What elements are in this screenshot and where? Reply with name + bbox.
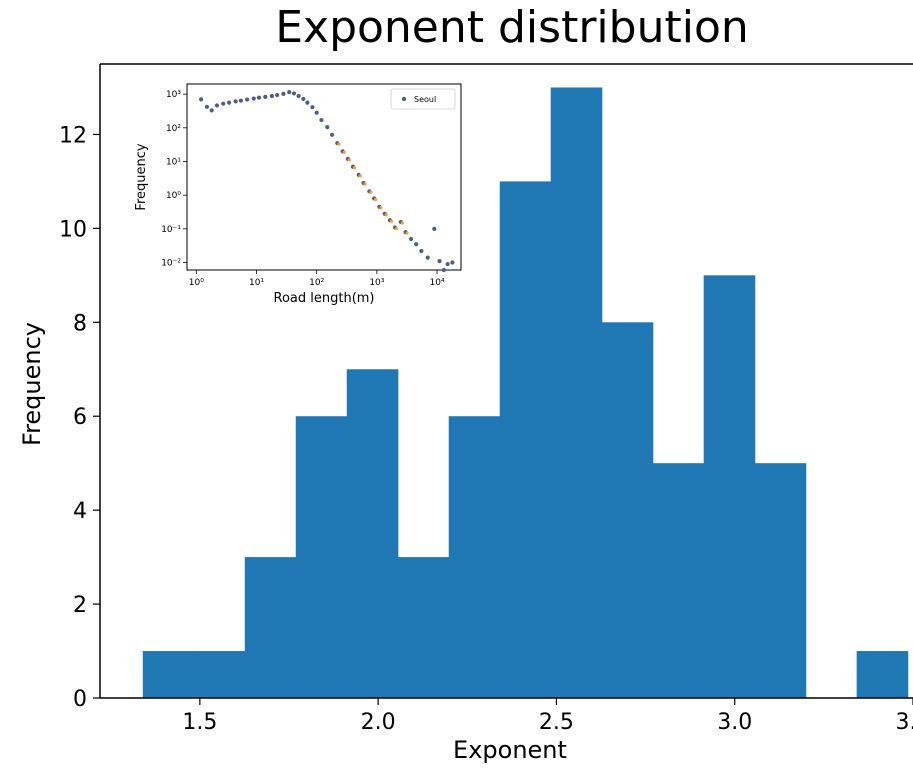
- inset-data-point: [414, 242, 419, 247]
- inset-frame: [186, 83, 462, 271]
- x-tick-label: 2.0: [361, 710, 396, 735]
- inset-data-point: [450, 260, 455, 265]
- y-tick-label: 6: [73, 405, 87, 430]
- inset-legend: Seoul: [390, 88, 456, 110]
- inset-data-point: [226, 100, 232, 105]
- histogram-bar: [346, 369, 399, 698]
- histogram-bar: [652, 463, 705, 698]
- inset-data-point: [325, 125, 330, 130]
- inset-fit-point: [342, 150, 346, 154]
- inset-data-point: [425, 255, 430, 260]
- histogram-bar: [856, 651, 909, 698]
- y-tick-label: 12: [59, 123, 87, 148]
- inset-fit-point: [389, 219, 394, 223]
- inset-data-point: [437, 259, 442, 264]
- inset-data-point: [238, 98, 243, 103]
- inset-y-tick-label: 10⁻¹: [161, 225, 181, 235]
- inset-data-point: [256, 95, 262, 100]
- inset-data-point: [301, 96, 306, 102]
- histogram-bar: [142, 651, 195, 698]
- inset-data-point: [287, 89, 292, 95]
- histogram-bar: [601, 322, 654, 698]
- inset-data-point: [204, 104, 210, 109]
- inset-background: [129, 76, 469, 312]
- inset-x-tick-label: 10⁰: [189, 278, 204, 288]
- inset-fit-point: [369, 190, 373, 194]
- inset-y-tick-label: 10⁰: [166, 191, 181, 201]
- inset-data-point: [310, 105, 315, 110]
- inset-data-point: [269, 93, 274, 99]
- inset-legend-label: Seoul: [414, 95, 436, 104]
- x-axis-label: Exponent: [453, 736, 567, 764]
- inset-data-point: [209, 108, 214, 113]
- inset-data-point: [314, 110, 319, 115]
- inset-data-point: [263, 94, 268, 99]
- inset-data-point: [305, 100, 310, 105]
- inset-fit-point: [405, 231, 409, 235]
- inset-data-point: [419, 248, 424, 254]
- histogram-bar: [397, 557, 450, 698]
- y-tick-label: 0: [73, 687, 87, 712]
- inset-data-point: [245, 97, 250, 102]
- histogram-bar: [244, 557, 297, 698]
- histogram-bar: [754, 463, 807, 698]
- inset-fit-point: [394, 226, 399, 231]
- inset-data-point: [296, 93, 301, 99]
- inset-data-point: [329, 132, 335, 137]
- inset-data-point: [221, 101, 226, 106]
- y-tick-label: 4: [73, 499, 87, 524]
- inset-fit-point: [358, 174, 362, 178]
- inset-x-tick-label: 10²: [309, 278, 324, 288]
- inset-data-point: [291, 91, 297, 96]
- histogram-bar: [499, 181, 552, 698]
- inset-legend-box: [390, 88, 456, 110]
- x-tick-label: 3.5: [896, 710, 913, 735]
- inset-fit-point: [374, 197, 378, 202]
- inset-x-axis-label: Road length(m): [274, 291, 375, 306]
- histogram-bar: [295, 416, 348, 698]
- inset-fit-point: [352, 166, 357, 170]
- histogram-bar: [703, 275, 756, 698]
- inset-x-tick-label: 10⁴: [430, 278, 445, 288]
- inset-data-point: [281, 91, 286, 96]
- inset-y-tick-label: 10¹: [166, 157, 181, 167]
- inset-data-point: [233, 99, 238, 104]
- chart-title: Exponent distribution: [275, 2, 749, 53]
- histogram-bar: [448, 416, 501, 698]
- histogram-bar: [550, 87, 603, 698]
- inset-y-tick-label: 10⁻²: [161, 259, 181, 269]
- inset-data-point: [319, 117, 324, 123]
- inset-data-point: [432, 226, 437, 231]
- inset-data-point: [408, 236, 414, 242]
- inset-fit-point: [384, 213, 388, 217]
- y-tick-label: 8: [73, 311, 87, 336]
- y-axis-label: Frequency: [18, 322, 46, 446]
- inset-data-point: [275, 92, 280, 98]
- y-tick-label: 10: [59, 217, 87, 242]
- inset-plot: 10⁰ 10¹ 10² 10³ 10⁴ 10⁻² 10⁻¹ 10⁰ 10¹ 10² 10³ Road …: [129, 76, 469, 312]
- inset-fit-point: [337, 142, 341, 146]
- x-tick-label: 2.5: [539, 710, 574, 735]
- inset-y-tick-label: 10³: [166, 90, 181, 100]
- inset-data-point: [441, 267, 447, 273]
- inset-x-tick-label: 10¹: [249, 278, 264, 288]
- main-plot: 1.5 2.0 2.5 3.0 3.5 0 2 4 6 8 10 12: [59, 63, 913, 735]
- inset-fit-point: [347, 158, 351, 162]
- inset-data-point: [445, 261, 450, 267]
- inset-y-axis-label: Frequency: [134, 143, 149, 210]
- inset-fit-point: [379, 206, 383, 210]
- inset-data-point: [198, 97, 204, 102]
- x-tick-label: 1.5: [182, 710, 217, 735]
- y-tick-label: 2: [73, 593, 87, 618]
- inset-data-point: [251, 96, 256, 101]
- inset-x-tick-label: 10³: [369, 278, 384, 288]
- inset-fit-point: [400, 221, 404, 225]
- inset-data-point: [214, 103, 220, 108]
- inset-fit-point: [363, 182, 367, 186]
- inset-legend-marker: [401, 96, 407, 102]
- inset-y-tick-label: 10²: [166, 124, 181, 134]
- x-tick-label: 3.0: [717, 710, 752, 735]
- histogram-bar: [193, 651, 246, 698]
